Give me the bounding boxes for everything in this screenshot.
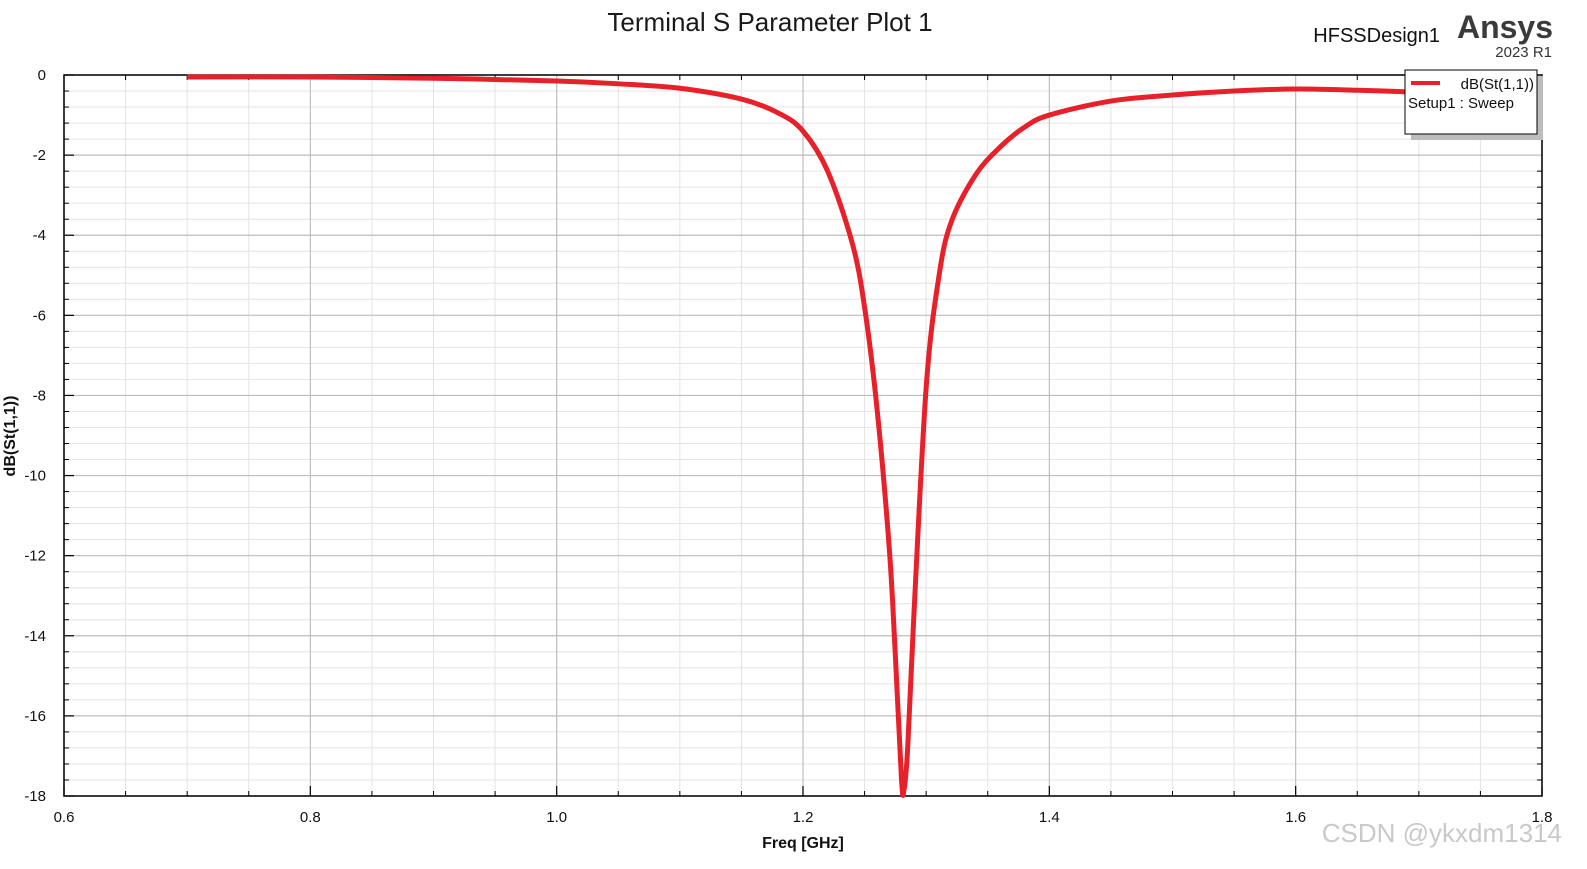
y-tick-label: -10	[24, 468, 46, 485]
legend-entry-label: dB(St(1,1))	[1461, 76, 1534, 93]
legend-frame	[1404, 69, 1538, 135]
legend-box[interactable]: dB(St(1,1)) Setup1 : Sweep	[1404, 69, 1543, 140]
series-line-dB-St11	[187, 74, 1419, 798]
y-tick-label: -16	[24, 708, 46, 725]
x-tick-label: 1.6	[1285, 809, 1306, 826]
x-tick-label: 1.2	[793, 809, 814, 826]
chart-title: Terminal S Parameter Plot 1	[607, 7, 932, 37]
brand-logo-text: Ansys	[1457, 9, 1553, 45]
software-version: 2023 R1	[1495, 44, 1552, 61]
x-tick-label: 1.8	[1532, 809, 1553, 826]
watermark: CSDN @ykxdm1314	[1322, 818, 1562, 848]
legend-entry-subtitle: Setup1 : Sweep	[1408, 95, 1514, 112]
y-tick-label: -14	[24, 628, 46, 645]
axis-ticks	[63, 74, 1543, 797]
y-tick-label: -18	[24, 788, 46, 805]
design-name: HFSSDesign1	[1313, 25, 1440, 47]
x-tick-label: 0.8	[300, 809, 321, 826]
x-tick-label: 1.0	[546, 809, 567, 826]
series-layer	[187, 74, 1419, 798]
y-tick-label: -2	[33, 147, 46, 164]
plot-area-frame	[63, 74, 1543, 797]
x-tick-label: 1.4	[1039, 809, 1060, 826]
major-grid	[63, 74, 1543, 797]
x-axis-label: Freq [GHz]	[762, 835, 844, 852]
tick-labels: 0.6 0.8 1.0 1.2 1.4 1.6 1.8 0 -2 -4 -6 -8 -10 -12 -14 -…	[24, 67, 1552, 826]
y-tick-label: 0	[38, 67, 46, 84]
y-tick-label: -6	[33, 307, 46, 324]
y-axis-label: dB(St(1,1))	[2, 396, 19, 477]
x-tick-label: 0.6	[54, 809, 75, 826]
y-tick-label: -12	[24, 548, 46, 565]
y-tick-label: -8	[33, 387, 46, 404]
y-tick-label: -4	[33, 227, 46, 244]
